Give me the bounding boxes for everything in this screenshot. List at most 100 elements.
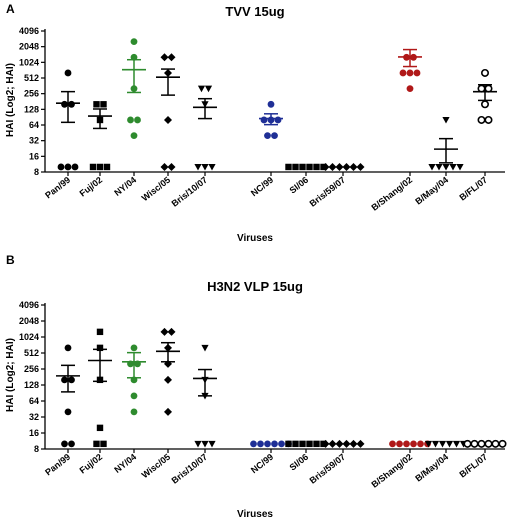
data-point xyxy=(484,115,493,124)
panel-a: A TVV 15ug Viruses HAI (Log2; HAI) 8 16 32… xyxy=(5,2,505,244)
panel-b-y-tick-label: 64 xyxy=(29,396,39,406)
data-point xyxy=(208,440,216,448)
data-point xyxy=(328,162,337,171)
data-point xyxy=(306,163,313,171)
data-point xyxy=(328,439,337,448)
panel-b-letter: B xyxy=(6,253,15,267)
panel-b-y-tick-label: 8 xyxy=(34,444,39,454)
panel-b-x-tick-label: Pan/99 xyxy=(43,452,72,478)
panel-b-group-ny-04: NY/04 xyxy=(112,344,146,475)
data-point xyxy=(130,392,138,400)
data-point xyxy=(208,163,216,171)
panel-b-x-tick-label: NY/04 xyxy=(112,452,138,475)
data-point xyxy=(68,100,75,108)
panel-b-x-tick-label: NC/99 xyxy=(249,452,275,476)
data-point xyxy=(64,408,72,416)
data-point xyxy=(452,440,461,448)
data-point xyxy=(201,163,209,171)
data-point xyxy=(442,116,450,124)
panel-b-plot-area: 8 16 32 64 128 256 512 1024 2048 4096 Pan/99 Fuj/02… xyxy=(19,300,507,490)
panel-a-x-tick-label: NC/99 xyxy=(249,175,275,199)
data-point xyxy=(399,69,407,77)
data-point xyxy=(96,328,104,336)
data-point xyxy=(164,407,172,416)
panel-b-group-bris-10-07: Bris/10/07 xyxy=(170,344,217,486)
data-point xyxy=(442,163,450,171)
data-point xyxy=(264,132,271,140)
data-point xyxy=(167,327,176,336)
data-point xyxy=(267,100,275,108)
data-point xyxy=(313,163,320,171)
data-point xyxy=(130,132,138,140)
data-point xyxy=(130,408,138,416)
data-point xyxy=(201,344,209,352)
panel-a-x-axis-label: Viruses xyxy=(237,233,273,244)
panel-b-y-tick-label: 2048 xyxy=(19,316,39,326)
panel-b-title: H3N2 VLP 15ug xyxy=(207,279,303,294)
data-point xyxy=(349,439,358,448)
data-point xyxy=(61,100,68,108)
panel-a-x-tick-label: Bris/59/07 xyxy=(308,175,348,209)
panel-b-y-tick-label: 16 xyxy=(29,428,39,438)
panel-a-x-tick-label: Bris/10/07 xyxy=(170,175,210,209)
data-point xyxy=(356,162,365,171)
data-point xyxy=(103,163,111,171)
data-point xyxy=(96,344,104,352)
data-point xyxy=(285,163,292,171)
panel-a-group-b-may-04: B/May/04 xyxy=(413,116,464,207)
panel-a-y-tick-label: 128 xyxy=(24,104,39,114)
panel-b: B H3N2 VLP 15ug Viruses HAI (Log2; HAI) … xyxy=(5,253,507,520)
panel-a-x-tick-label: B/Shang/02 xyxy=(369,175,414,213)
panel-b-group-b-fl-07: B/FL/07 xyxy=(457,439,507,480)
panel-b-x-axis-label: Viruses xyxy=(237,509,273,520)
data-point xyxy=(285,440,292,448)
data-point xyxy=(61,440,68,448)
data-point xyxy=(68,440,75,448)
data-point xyxy=(271,132,278,140)
data-point xyxy=(463,439,472,448)
panel-a-title: TVV 15ug xyxy=(225,4,284,19)
panel-a-group-ny-04: NY/04 xyxy=(112,38,146,198)
panel-b-x-tick-label: Wisc/05 xyxy=(140,452,173,480)
panel-a-y-tick-label: 256 xyxy=(24,89,39,99)
panel-a-plot-area: 8 16 32 64 128 256 512 1024 2048 4096 Pan/99 Fuj/02… xyxy=(19,26,505,213)
data-point xyxy=(335,439,344,448)
data-point xyxy=(64,344,72,352)
data-point xyxy=(197,85,206,93)
panel-a-x-tick-label: Wisc/05 xyxy=(140,175,173,203)
data-point xyxy=(96,163,104,171)
data-point xyxy=(349,162,358,171)
panel-a-group-bris-10-07: Bris/10/07 xyxy=(170,85,217,209)
data-point xyxy=(194,163,202,171)
panel-a-x-tick-label: NY/04 xyxy=(112,175,138,198)
panel-a-x-tick-label: B/May/04 xyxy=(413,175,450,207)
panel-a-y-tick-label: 8 xyxy=(34,167,39,177)
panel-a-group-b-fl-07: B/FL/07 xyxy=(457,68,497,203)
data-point xyxy=(480,100,489,109)
data-point xyxy=(160,327,169,336)
data-point xyxy=(264,440,271,448)
panel-a-y-tick-label: 4096 xyxy=(19,26,39,36)
panel-b-group-wisc-05: Wisc/05 xyxy=(140,327,180,480)
data-point xyxy=(406,69,414,77)
data-point xyxy=(292,163,299,171)
data-point xyxy=(271,440,278,448)
panel-b-y-tick-label: 512 xyxy=(24,348,39,358)
data-point xyxy=(292,440,299,448)
panel-b-y-axis-label: HAI (Log2; HAI) xyxy=(5,338,16,412)
data-point xyxy=(130,344,138,352)
panel-a-y-tick-label: 512 xyxy=(24,73,39,83)
data-point xyxy=(417,440,424,448)
data-point xyxy=(306,440,313,448)
data-point xyxy=(167,53,176,62)
data-point xyxy=(477,115,486,124)
panel-b-x-tick-label: B/Shang/02 xyxy=(369,452,414,490)
data-point xyxy=(257,440,264,448)
data-point xyxy=(456,163,464,171)
data-point xyxy=(313,440,320,448)
panel-a-group-nc-99: NC/99 xyxy=(249,100,283,199)
data-point xyxy=(498,439,507,448)
data-point xyxy=(428,163,436,171)
panel-a-x-tick-label: SI/06 xyxy=(288,175,311,196)
